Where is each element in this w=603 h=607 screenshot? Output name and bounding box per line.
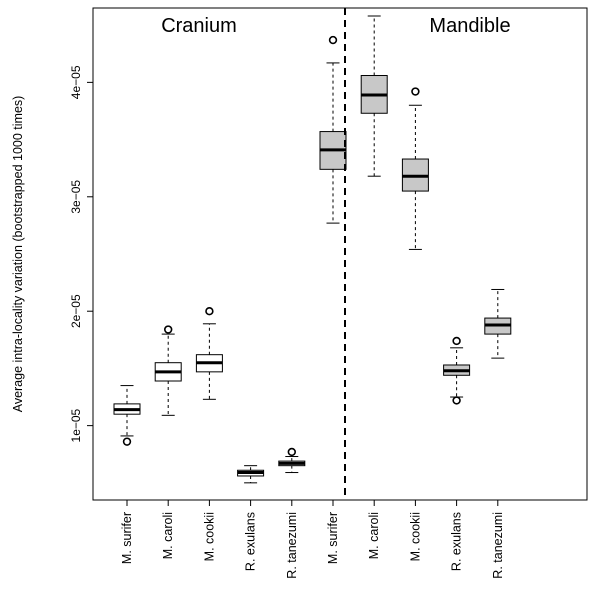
y-tick-label: 4e−05 bbox=[69, 65, 83, 99]
outlier-point bbox=[328, 35, 338, 45]
y-tick-label: 3e−05 bbox=[69, 180, 83, 214]
x-axis: M. surifer M. caroli M. cookii R. exulans R.… bbox=[120, 499, 505, 579]
x-tick-label: M. surifer bbox=[120, 512, 134, 564]
outlier-point bbox=[411, 87, 420, 96]
outlier-point bbox=[122, 437, 132, 446]
x-tick-label: M. cookii bbox=[202, 512, 216, 561]
y-axis-label: Average intra-locality variation (bootst… bbox=[11, 96, 25, 413]
box-9 bbox=[484, 288, 512, 359]
x-tick-label: M. caroli bbox=[367, 512, 381, 559]
boxes-layer bbox=[113, 15, 512, 484]
outlier-point bbox=[452, 336, 461, 346]
y-axis: 1e−05 2e−05 3e−05 4e−05 bbox=[69, 65, 94, 442]
y-tick-label: 1e−05 bbox=[69, 408, 83, 442]
x-tick-label: R. exulans bbox=[244, 512, 258, 571]
x-tick-label: M. cookii bbox=[408, 512, 422, 561]
box-5 bbox=[319, 35, 347, 224]
box-2 bbox=[195, 307, 223, 400]
panel-label-cranium: Cranium bbox=[161, 15, 237, 37]
box-3 bbox=[237, 465, 265, 484]
x-tick-label: R. tanezumi bbox=[491, 512, 505, 579]
x-tick-label: R. exulans bbox=[450, 512, 464, 571]
box-8 bbox=[443, 336, 471, 405]
box-4 bbox=[278, 447, 306, 474]
box-7 bbox=[401, 87, 429, 250]
box-6 bbox=[360, 15, 388, 177]
panel-label-mandible: Mandible bbox=[429, 15, 510, 37]
x-tick-label: R. tanezumi bbox=[285, 512, 299, 579]
box-0 bbox=[113, 385, 141, 446]
box-1 bbox=[154, 325, 182, 416]
x-tick-label: M. surifer bbox=[326, 512, 340, 564]
y-tick-label: 2e−05 bbox=[69, 294, 83, 328]
outlier-point bbox=[287, 447, 296, 457]
outlier-point bbox=[452, 396, 461, 405]
outlier-point bbox=[205, 307, 214, 316]
outlier-point bbox=[164, 325, 173, 334]
x-tick-label: M. caroli bbox=[161, 512, 175, 559]
